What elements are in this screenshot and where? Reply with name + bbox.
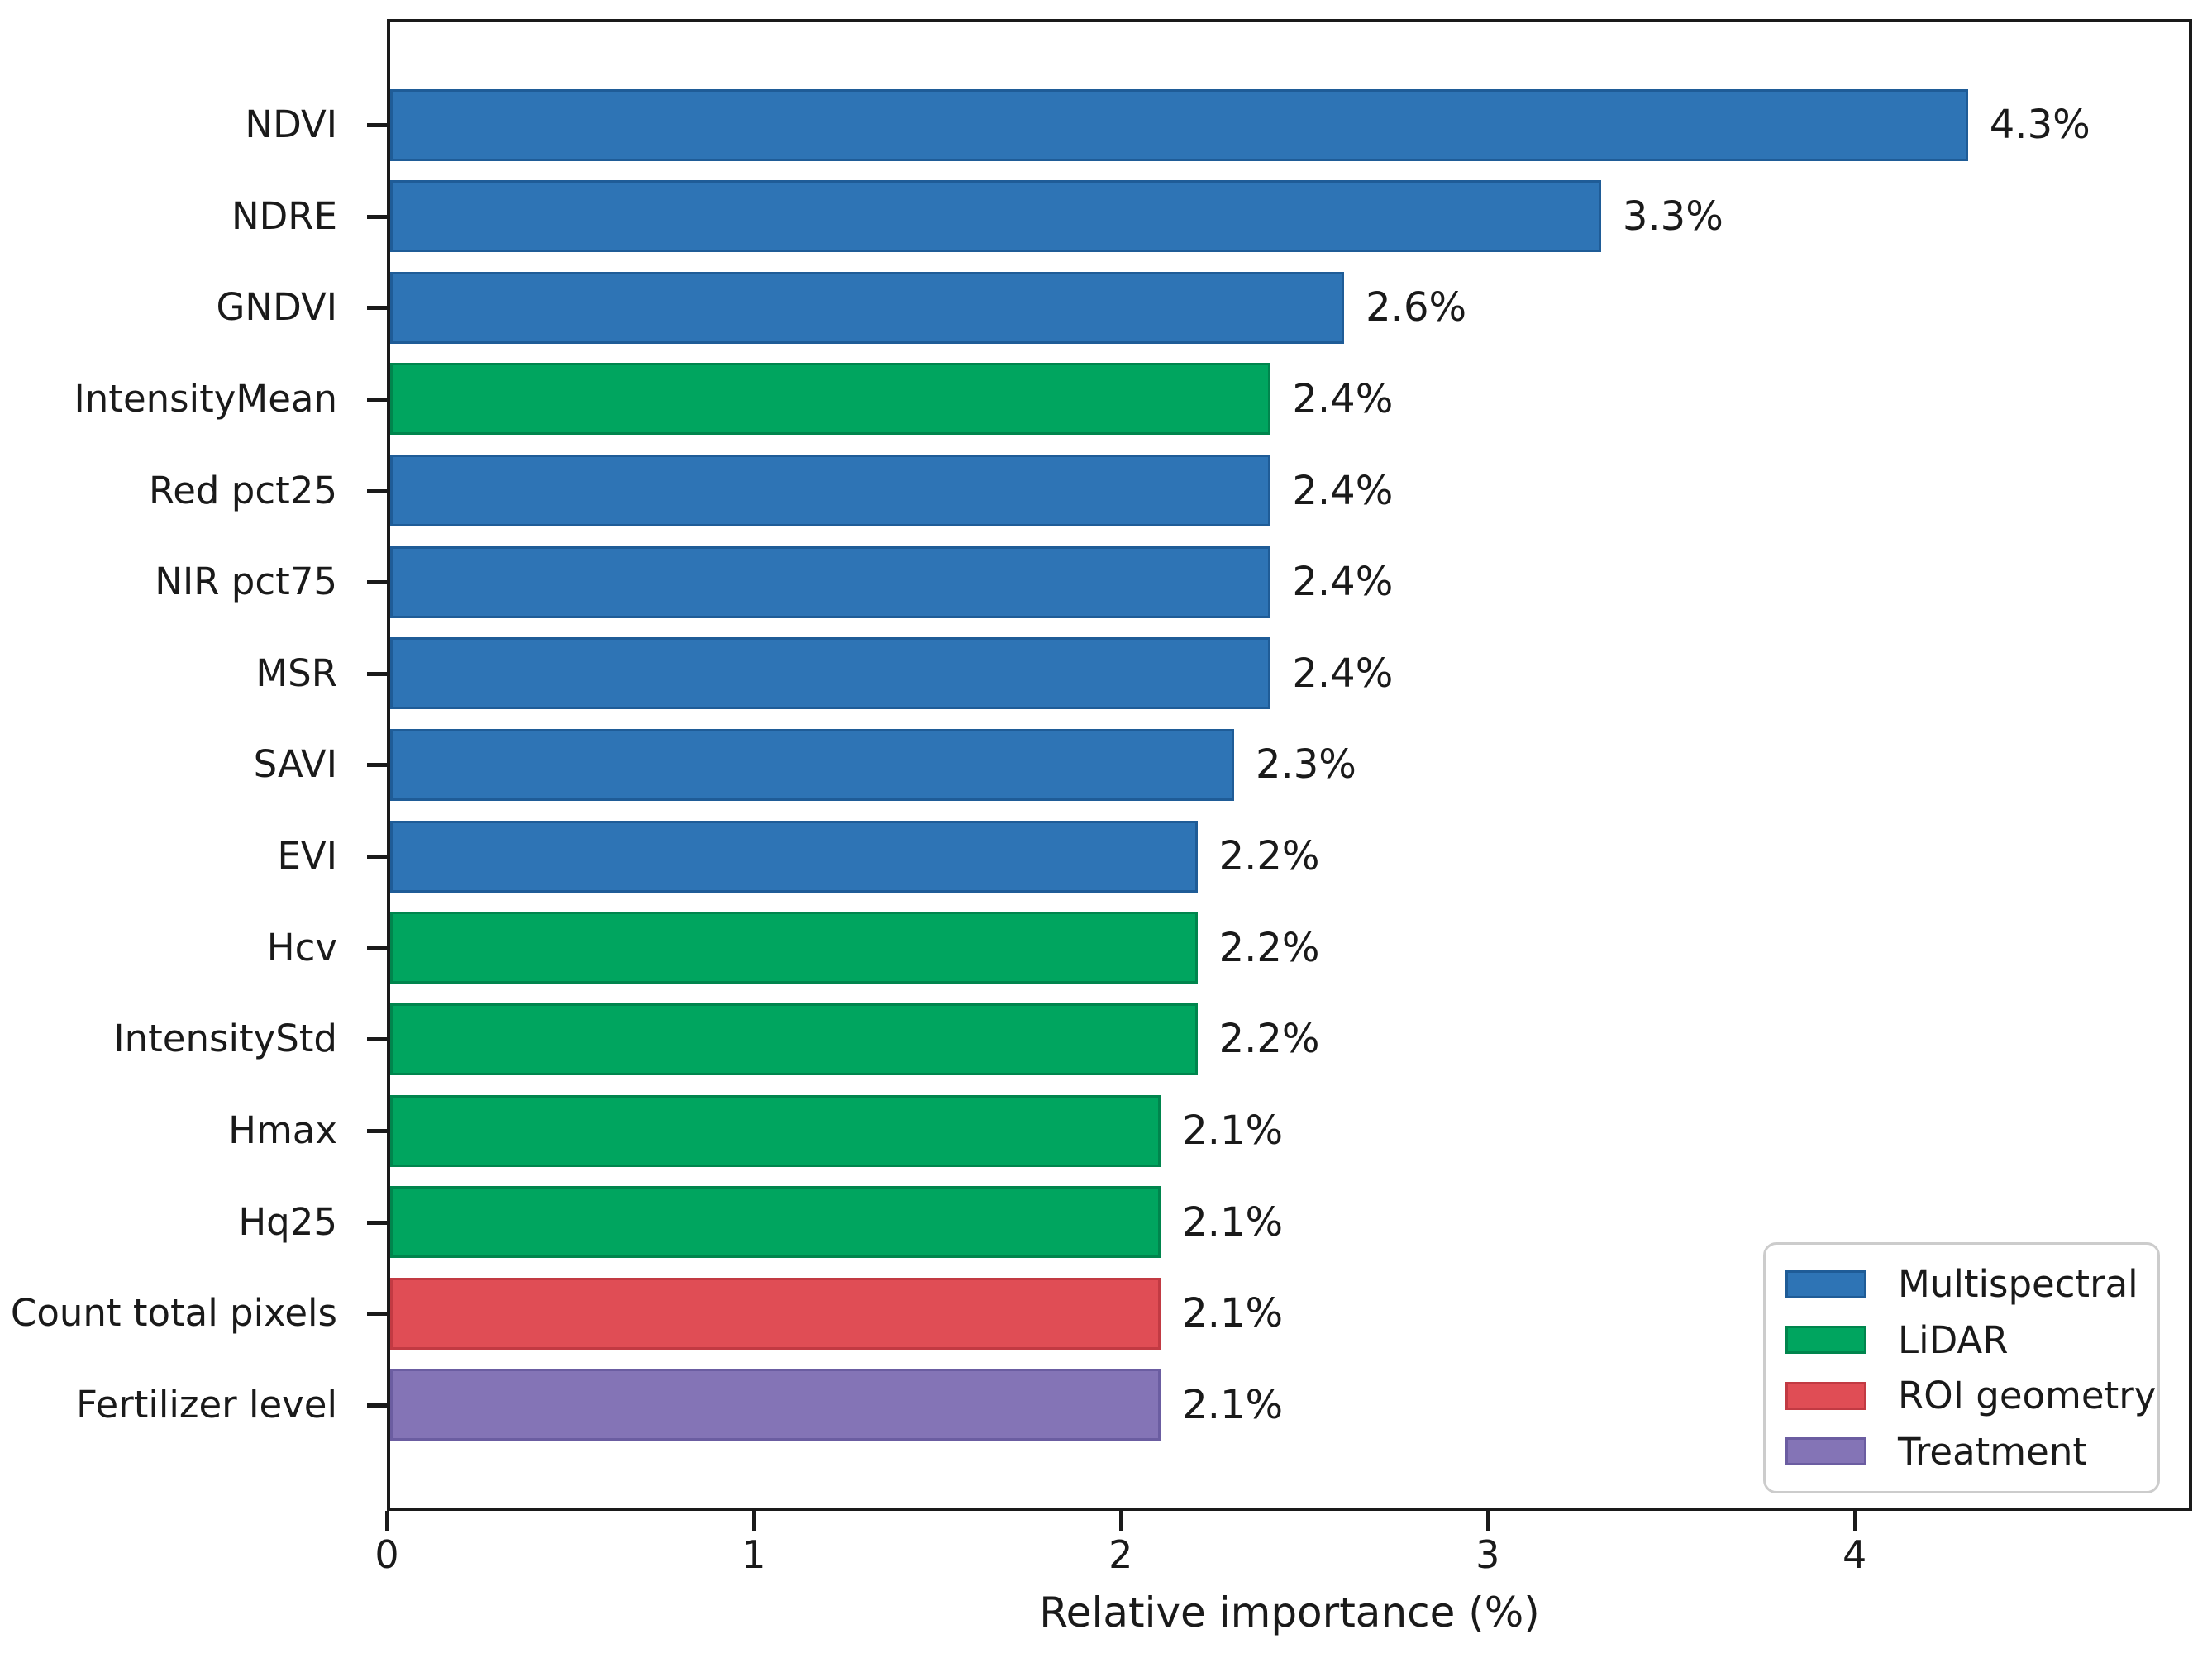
value-label-savi: 2.3% — [1255, 741, 1356, 788]
value-label-red-pct25: 2.4% — [1292, 467, 1394, 514]
x-tick-4 — [1852, 1511, 1857, 1531]
category-label-hcv: Hcv — [266, 925, 337, 969]
value-label-evi: 2.2% — [1218, 833, 1320, 880]
value-label-msr: 2.4% — [1292, 650, 1394, 697]
x-tick-1 — [751, 1511, 756, 1531]
x-tick-label-4: 4 — [1842, 1532, 1867, 1577]
category-label-savi: SAVI — [253, 742, 337, 787]
legend-entry-roi-geometry: ROI geometry — [1785, 1377, 2156, 1414]
bar-ndre — [390, 180, 1601, 253]
value-label-count-total-pixels: 2.1% — [1182, 1290, 1284, 1337]
bar-count-total-pixels — [390, 1277, 1161, 1350]
legend-swatch-lidar — [1785, 1326, 1866, 1355]
y-tick-msr — [367, 671, 387, 676]
legend: Multispectral LiDAR ROI geometry Treatment — [1763, 1242, 2160, 1493]
value-label-hcv: 2.2% — [1218, 924, 1320, 971]
category-label-hmax: Hmax — [228, 1108, 337, 1153]
category-label-ndre: NDRE — [231, 193, 337, 238]
legend-swatch-treatment — [1785, 1437, 1866, 1466]
y-tick-evi — [367, 855, 387, 860]
legend-entry-multispectral: Multispectral — [1785, 1265, 2138, 1303]
legend-entry-treatment: Treatment — [1785, 1433, 2138, 1470]
bar-evi — [390, 820, 1198, 893]
legend-label-treatment: Treatment — [1898, 1429, 2087, 1474]
y-tick-hq25 — [367, 1220, 387, 1225]
value-label-intensitystd: 2.2% — [1218, 1016, 1320, 1063]
y-tick-count-total-pixels — [367, 1312, 387, 1317]
bar-gndvi — [390, 271, 1345, 344]
legend-entry-lidar: LiDAR — [1785, 1322, 2138, 1359]
category-label-intensitymean: IntensityMean — [74, 376, 337, 421]
category-label-ndvi: NDVI — [245, 102, 337, 146]
value-label-hmax: 2.1% — [1182, 1108, 1284, 1155]
bar-fertilizer-level — [390, 1369, 1161, 1441]
legend-swatch-roi-geometry — [1785, 1381, 1866, 1410]
legend-swatch-multispectral — [1785, 1270, 1866, 1298]
value-label-ndvi: 4.3% — [1989, 102, 2090, 148]
x-tick-3 — [1485, 1511, 1490, 1531]
y-tick-gndvi — [367, 306, 387, 311]
y-tick-hmax — [367, 1129, 387, 1134]
x-tick-label-3: 3 — [1475, 1532, 1500, 1577]
category-label-gndvi: GNDVI — [216, 285, 337, 330]
y-tick-savi — [367, 763, 387, 768]
category-label-msr: MSR — [255, 650, 337, 695]
x-tick-0 — [385, 1511, 389, 1531]
x-tick-2 — [1118, 1511, 1123, 1531]
x-tick-label-0: 0 — [374, 1532, 399, 1577]
value-label-intensitymean: 2.4% — [1292, 375, 1394, 422]
y-tick-ndre — [367, 214, 387, 219]
x-tick-label-2: 2 — [1108, 1532, 1133, 1577]
bar-hcv — [390, 912, 1198, 984]
bar-hq25 — [390, 1186, 1161, 1259]
legend-label-roi-geometry: ROI geometry — [1898, 1374, 2157, 1418]
x-axis-label: Relative importance (%) — [1039, 1589, 1540, 1636]
y-tick-hcv — [367, 946, 387, 950]
category-label-evi: EVI — [277, 834, 338, 879]
value-label-ndre: 3.3% — [1622, 193, 1723, 240]
y-tick-ndvi — [367, 123, 387, 127]
category-label-hq25: Hq25 — [238, 1199, 337, 1244]
legend-label-multispectral: Multispectral — [1898, 1262, 2138, 1307]
legend-label-lidar: LiDAR — [1898, 1317, 2009, 1362]
bar-ndvi — [390, 88, 1968, 161]
bar-nir-pct75 — [390, 545, 1271, 618]
y-tick-red-pct25 — [367, 488, 387, 493]
y-tick-intensitymean — [367, 397, 387, 402]
value-label-nir-pct75: 2.4% — [1292, 559, 1394, 606]
value-label-fertilizer-level: 2.1% — [1182, 1381, 1284, 1428]
bar-savi — [390, 728, 1234, 801]
y-tick-nir-pct75 — [367, 580, 387, 585]
category-label-fertilizer-level: Fertilizer level — [76, 1382, 337, 1427]
bar-hmax — [390, 1094, 1161, 1167]
category-label-nir-pct75: NIR pct75 — [155, 560, 337, 604]
category-label-red-pct25: Red pct25 — [148, 468, 337, 512]
bar-red-pct25 — [390, 455, 1271, 527]
bar-intensitymean — [390, 363, 1271, 436]
bar-intensitystd — [390, 1003, 1198, 1075]
bar-msr — [390, 637, 1271, 710]
x-tick-label-1: 1 — [741, 1532, 766, 1577]
value-label-gndvi: 2.6% — [1366, 284, 1467, 331]
category-label-intensitystd: IntensityStd — [113, 1017, 337, 1061]
value-label-hq25: 2.1% — [1182, 1198, 1284, 1246]
y-tick-intensitystd — [367, 1037, 387, 1042]
category-label-count-total-pixels: Count total pixels — [10, 1291, 337, 1336]
y-tick-fertilizer-level — [367, 1403, 387, 1408]
